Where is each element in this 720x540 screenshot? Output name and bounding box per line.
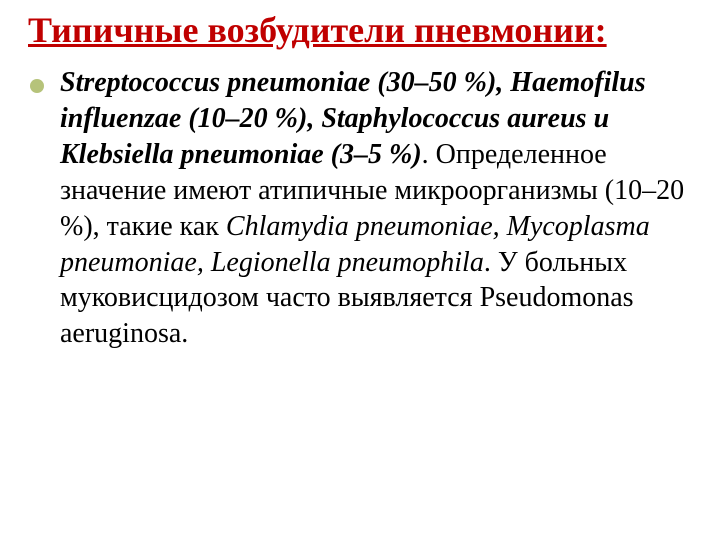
slide: Типичные возбудители пневмонии: Streptoc…: [0, 0, 720, 540]
slide-title: Типичные возбудители пневмонии:: [28, 10, 692, 51]
body-block: Streptococcus pneumoniae (30–50 %), Haem…: [28, 65, 692, 352]
body-paragraph: Streptococcus pneumoniae (30–50 %), Haem…: [60, 65, 692, 352]
bullet-icon: [30, 79, 44, 93]
